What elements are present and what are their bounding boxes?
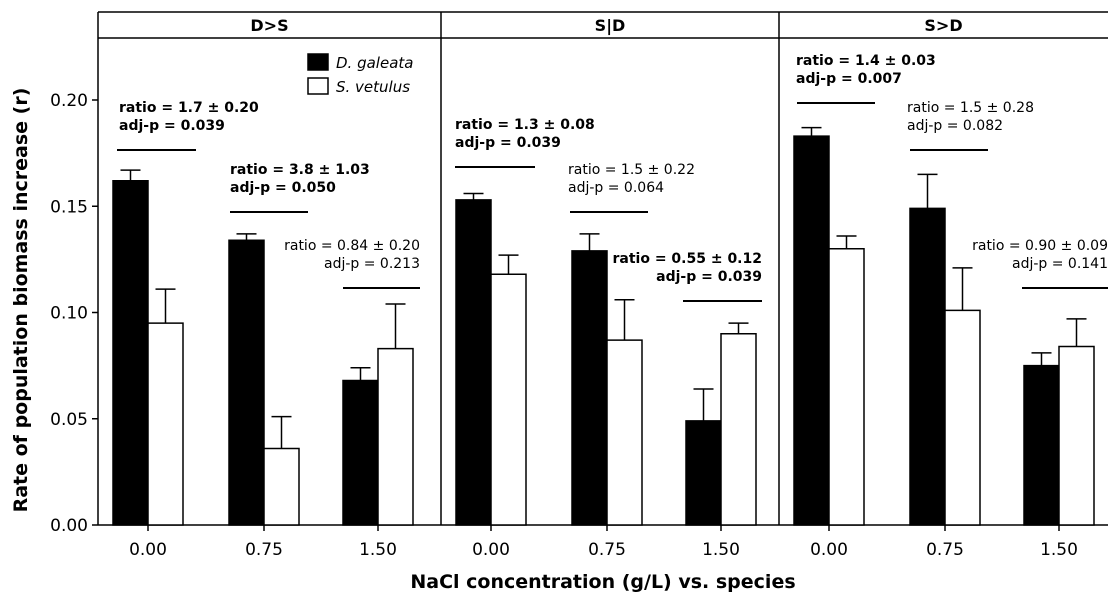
x-tick-label: 0.75 bbox=[926, 540, 964, 560]
bar-s-vetulus bbox=[147, 322, 184, 526]
legend-swatch-s-vetulus bbox=[307, 77, 329, 95]
x-tick-label: 0.75 bbox=[588, 540, 626, 560]
bar-s-vetulus bbox=[828, 248, 865, 526]
bar-d-galeata bbox=[909, 207, 946, 526]
ratio-annotation: ratio = 0.84 ± 0.20 bbox=[284, 238, 420, 254]
legend-label-d-galeata: D. galeata bbox=[336, 54, 413, 72]
panel-title: S|D bbox=[595, 16, 626, 36]
adj-p-annotation: adj-p = 0.064 bbox=[568, 180, 664, 196]
legend: D. galeata S. vetulus bbox=[307, 53, 413, 96]
bar-s-vetulus bbox=[1058, 345, 1095, 526]
ratio-annotation: ratio = 1.5 ± 0.28 bbox=[907, 100, 1034, 116]
x-tick-label: 0.75 bbox=[245, 540, 283, 560]
legend-swatch-d-galeata bbox=[307, 53, 329, 71]
bar-d-galeata bbox=[571, 250, 608, 526]
ratio-annotation: ratio = 0.90 ± 0.09 bbox=[972, 238, 1108, 254]
bar-d-galeata bbox=[342, 379, 379, 526]
bar-d-galeata bbox=[228, 239, 265, 526]
bar-s-vetulus bbox=[606, 339, 643, 526]
y-tick-label: 0.10 bbox=[50, 304, 88, 324]
bars-layer bbox=[112, 126, 1095, 526]
y-tick-label: 0.00 bbox=[50, 516, 88, 536]
ratio-annotation: ratio = 1.5 ± 0.22 bbox=[568, 162, 695, 178]
bar-d-galeata bbox=[685, 420, 722, 526]
ratio-annotation: ratio = 0.55 ± 0.12 bbox=[612, 251, 762, 267]
y-axis-title: Rate of population biomass increase (r) bbox=[10, 88, 32, 513]
bar-s-vetulus bbox=[490, 273, 527, 526]
bar-d-galeata bbox=[1023, 364, 1060, 526]
x-tick-label: 1.50 bbox=[359, 540, 397, 560]
panel-title: S>D bbox=[924, 16, 962, 35]
adj-p-annotation: adj-p = 0.213 bbox=[324, 256, 420, 272]
adj-p-annotation: adj-p = 0.039 bbox=[455, 135, 561, 151]
ratio-annotation: ratio = 1.3 ± 0.08 bbox=[455, 117, 595, 133]
x-tick-label: 0.00 bbox=[472, 540, 510, 560]
bar-s-vetulus bbox=[377, 347, 414, 526]
annotations-layer: ratio = 1.7 ± 0.20 adj-p = 0.039 ratio = 3… bbox=[117, 53, 1108, 302]
y-tick-label: 0.15 bbox=[50, 197, 88, 217]
x-tick-label: 1.50 bbox=[1040, 540, 1078, 560]
bar-d-galeata bbox=[455, 199, 492, 526]
ratio-annotation: ratio = 1.4 ± 0.03 bbox=[796, 53, 936, 69]
y-tick-label: 0.20 bbox=[50, 91, 88, 111]
x-tick-label: 1.50 bbox=[702, 540, 740, 560]
axis-layer: 0.00 0.05 0.10 0.15 0.20 D>S 0.00 0.75 1.50 S|D 0.… bbox=[50, 16, 1078, 560]
x-tick-label: 0.00 bbox=[129, 540, 167, 560]
x-tick-label: 0.00 bbox=[810, 540, 848, 560]
bar-s-vetulus bbox=[720, 333, 757, 526]
adj-p-annotation: adj-p = 0.039 bbox=[656, 269, 762, 285]
panel-title: D>S bbox=[250, 16, 288, 35]
adj-p-annotation: adj-p = 0.050 bbox=[230, 180, 336, 196]
adj-p-annotation: adj-p = 0.141 bbox=[1012, 256, 1108, 272]
bar-s-vetulus bbox=[263, 447, 300, 526]
bar-d-galeata bbox=[112, 180, 149, 526]
adj-p-annotation: adj-p = 0.007 bbox=[796, 71, 902, 87]
ratio-annotation: ratio = 3.8 ± 1.03 bbox=[230, 162, 370, 178]
legend-label-s-vetulus: S. vetulus bbox=[336, 78, 410, 96]
adj-p-annotation: adj-p = 0.082 bbox=[907, 118, 1003, 134]
bar-d-galeata bbox=[793, 135, 830, 526]
bar-s-vetulus bbox=[944, 309, 981, 526]
ratio-annotation: ratio = 1.7 ± 0.20 bbox=[119, 100, 259, 116]
adj-p-annotation: adj-p = 0.039 bbox=[119, 118, 225, 134]
y-tick-label: 0.05 bbox=[50, 410, 88, 430]
x-axis-title: NaCl concentration (g/L) vs. species bbox=[410, 571, 795, 593]
